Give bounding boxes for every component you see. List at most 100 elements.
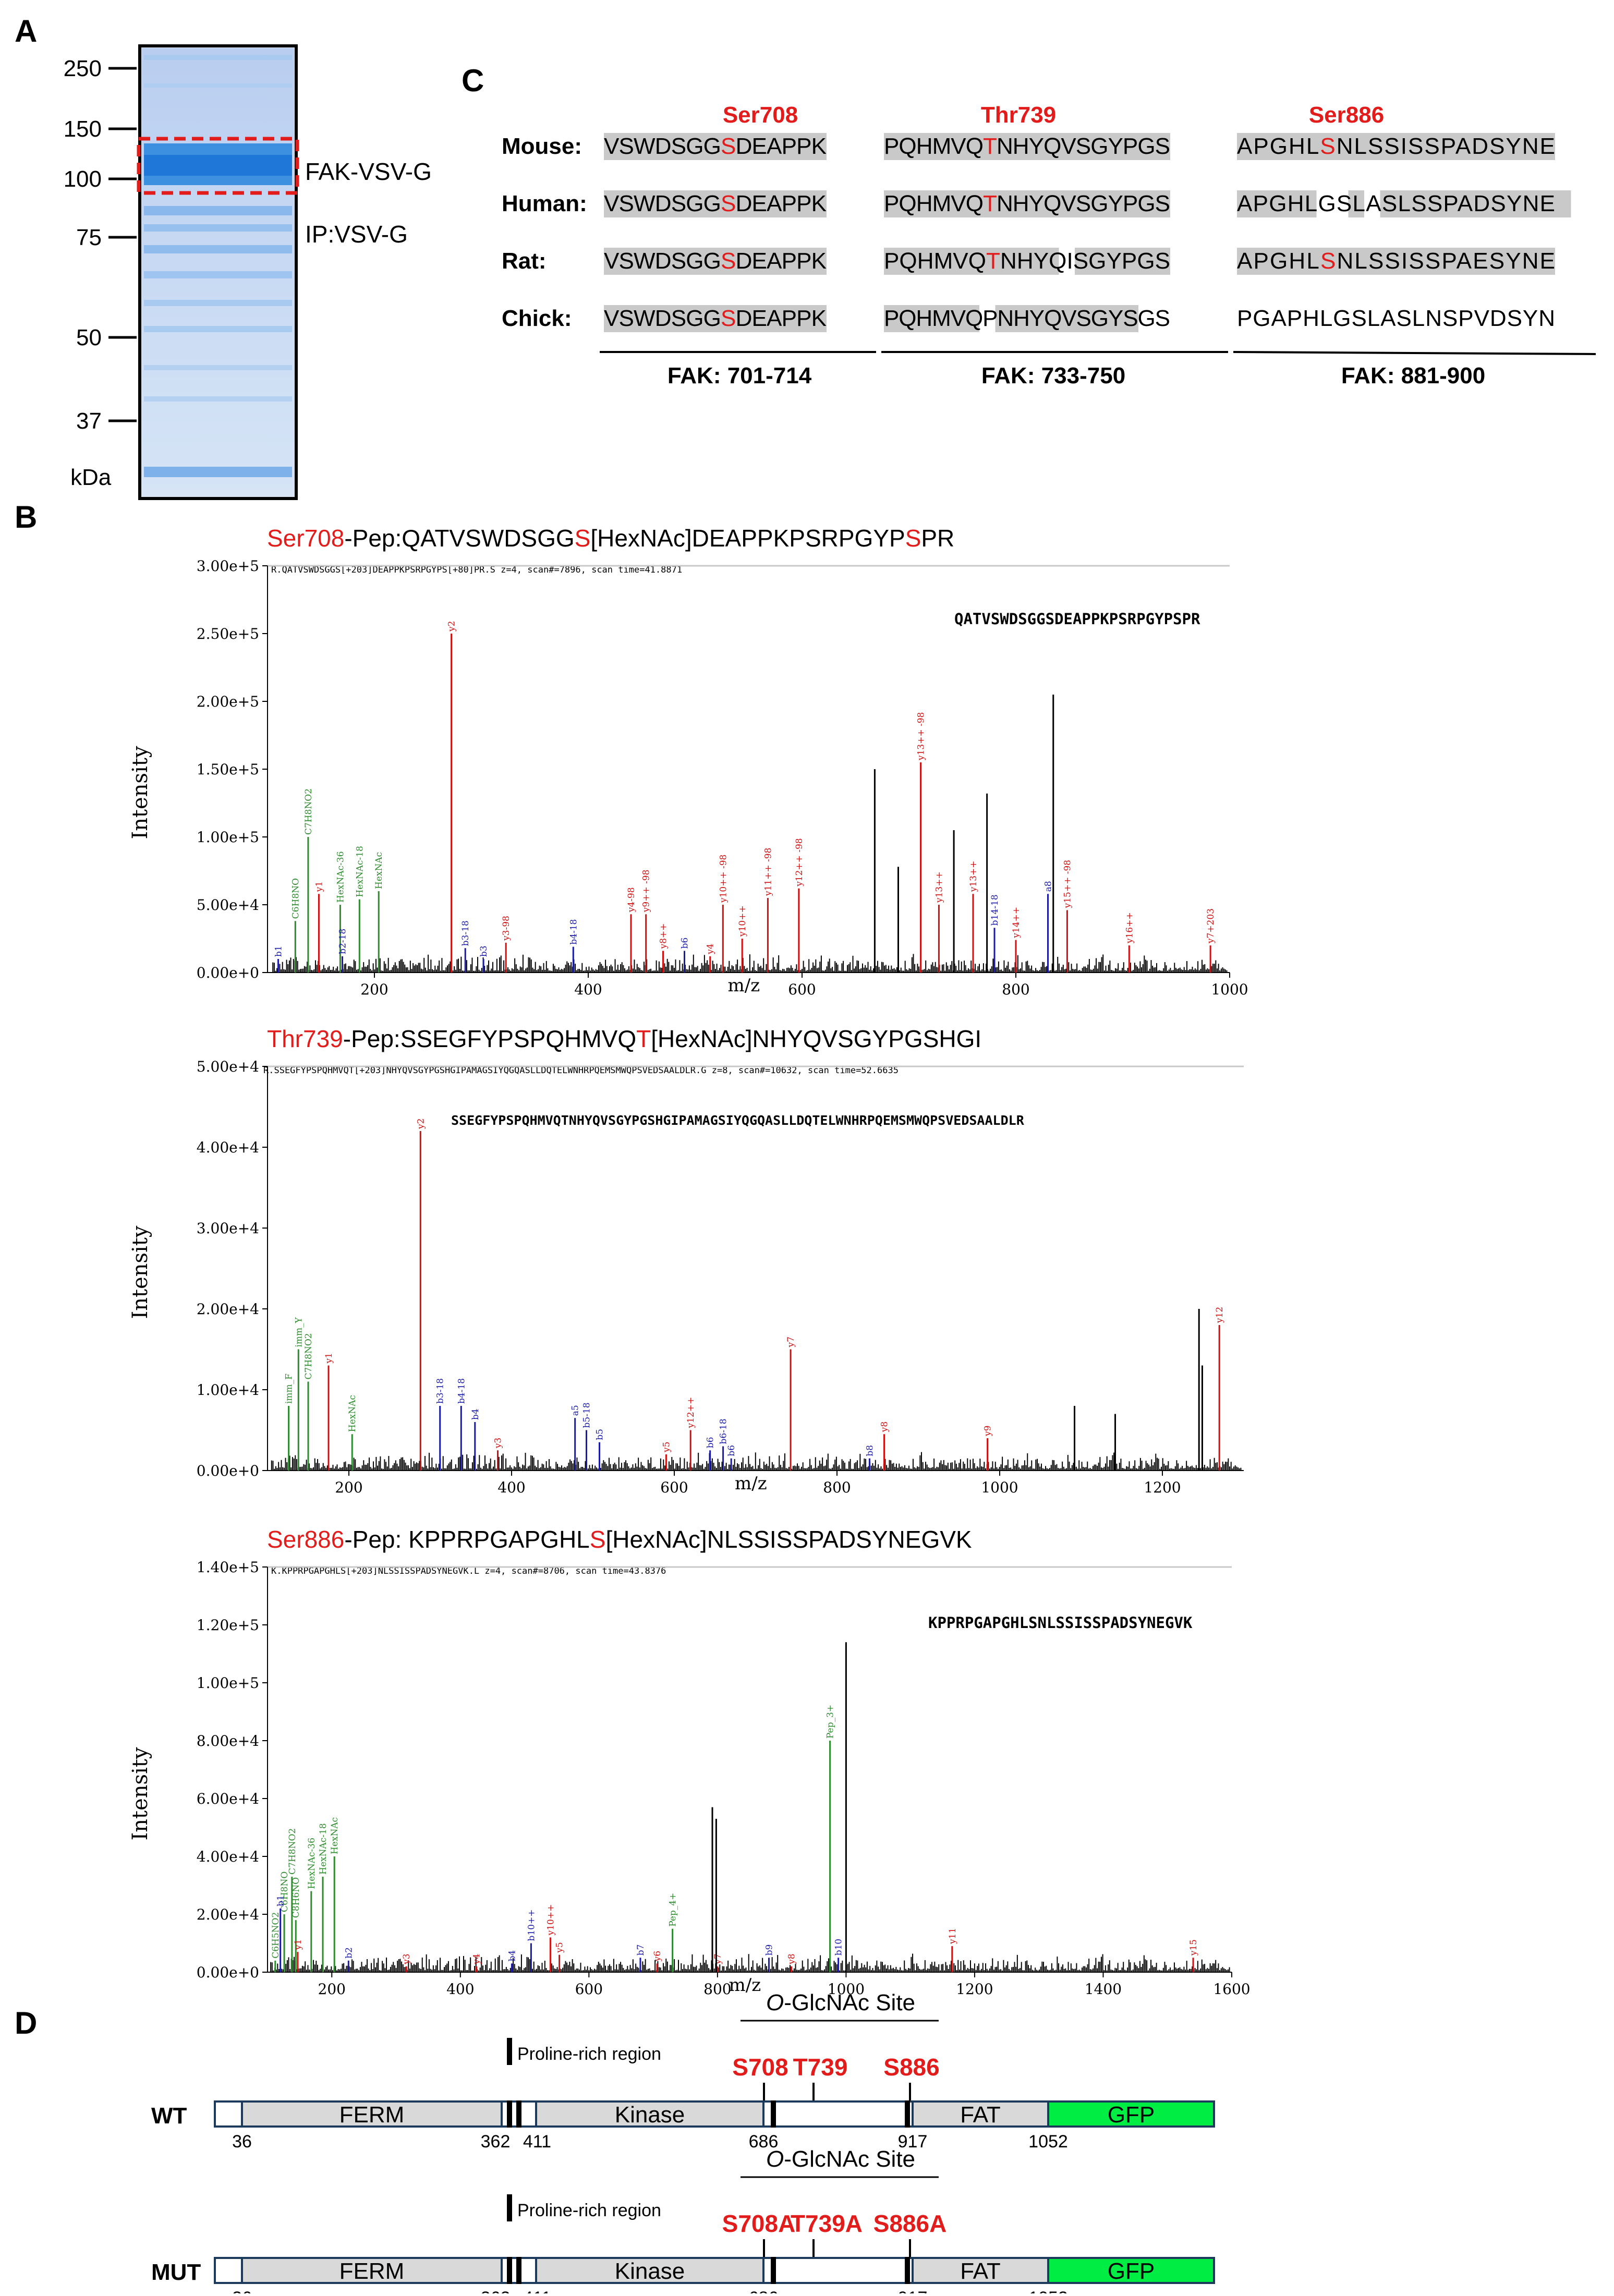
glcnac-site-label: O-GlcNAc Site <box>766 1990 915 2015</box>
panel-label-d: D <box>15 2006 37 2040</box>
x-tick-label: 800 <box>703 1981 731 1998</box>
domain-box <box>241 2100 503 2128</box>
peak-label: y12++ <box>686 1397 696 1429</box>
position-label: 411 <box>523 2132 551 2152</box>
range-brackets: FAK: 701-714 FAK: 733-750 FAK: 881-900 <box>600 351 1596 388</box>
spectrum-title: Thr739-Pep:SSEGFYPSPQHMVQT[HexNAc]NHYQVS… <box>267 1025 981 1052</box>
y-tick-label: 5.00e+4 <box>197 896 259 914</box>
peak-label: y7 <box>713 1953 723 1964</box>
x-tick-label: 1000 <box>1211 981 1248 998</box>
peak-label: y7+203 <box>1206 908 1216 944</box>
peak-label: b4 <box>507 1950 517 1962</box>
site-label: T739 <box>793 2054 848 2081</box>
sequence-segment: PGAPHLGSLASLNSPVDSYN <box>1237 306 1555 331</box>
peak-label: y11++ -98 <box>763 847 773 896</box>
range-701-714: FAK: 701-714 <box>668 363 812 388</box>
y-tick-label: 8.00e+4 <box>197 1732 259 1750</box>
sequence-segment: VSWDSGGSDEAPPK <box>604 306 827 331</box>
peak-label: b6 <box>706 1437 716 1449</box>
peak-label: y9++ -98 <box>641 869 652 913</box>
position-label: 1052 <box>1028 2132 1068 2152</box>
y-tick-label: 3.00e+4 <box>197 1220 259 1237</box>
spectrum-plot-ser708: 0.00e+0 5.00e+4 1.00e+5 1.50e+5 2.00e+5 2.50e… <box>197 557 1248 998</box>
proline-label: Proline-rich region <box>517 2044 661 2064</box>
x-axis-label: m/z <box>735 1473 767 1494</box>
x-tick-label: 1200 <box>1144 1479 1181 1496</box>
peak-label: C6H5NO2 <box>271 1912 281 1959</box>
domain-label: FAT <box>960 2102 1000 2128</box>
band-highlight-box <box>137 137 299 195</box>
x-tick-label: 400 <box>446 1981 474 1998</box>
marker-100: 100 <box>64 166 102 192</box>
y-tick-label: 1.00e+4 <box>197 1381 259 1399</box>
y-tick-label: 1.20e+5 <box>197 1617 259 1634</box>
peak-label: y13++ <box>934 871 944 903</box>
peak-label: b9 <box>764 1945 774 1956</box>
peak-label: y15++ -98 <box>1062 860 1073 909</box>
species-label: Chick: <box>502 306 572 331</box>
domain-box <box>535 2100 764 2128</box>
position-label: 686 <box>749 2288 779 2293</box>
peak-label: y4-98 <box>626 887 637 913</box>
site-label: S708 <box>732 2054 788 2081</box>
peak-label: C6H8NO <box>280 1872 290 1912</box>
domain-box <box>535 2257 764 2284</box>
site-label: S886 <box>883 2054 939 2081</box>
peak-label: b4-18 <box>456 1378 467 1404</box>
peak-label: y5 <box>555 1942 565 1953</box>
sequence-segment: APGHLSNLSSISSPADSYNE <box>1237 133 1555 159</box>
scan-header: R.QATVSWDSGGS[+203]DEAPPKPSRPGYPS[+80]PR… <box>271 565 682 575</box>
y-tick-label: 0.00e+0 <box>197 964 259 981</box>
spectrum-title: Ser708-Pep:QATVSWDSGGS[HexNAc]DEAPPKPSRP… <box>267 525 954 552</box>
domain-label: FERM <box>339 2102 405 2128</box>
y-tick-label: 1.40e+5 <box>197 1559 259 1576</box>
peak-label: y3 <box>493 1438 503 1449</box>
glcnac-site-label: O-GlcNAc Site <box>766 2146 915 2172</box>
panel-label-c: C <box>462 63 484 98</box>
site-header-thr739: Thr739 <box>981 102 1056 128</box>
sequence-segment: VSWDSGGSDEAPPK <box>604 191 827 216</box>
band-label: FAK-VSV-G <box>305 158 432 185</box>
peak-label: y9 <box>983 1426 993 1437</box>
domain-box <box>1047 2257 1215 2284</box>
y-tick-label: 2.00e+4 <box>197 1301 259 1318</box>
domain-label: FERM <box>339 2258 405 2284</box>
range-733-750: FAK: 733-750 <box>981 363 1125 388</box>
x-tick-label: 600 <box>575 1981 603 1998</box>
domain-label: Kinase <box>615 2102 685 2128</box>
peak-label: y2 <box>447 621 457 632</box>
peak-label: b3-18 <box>460 920 471 946</box>
peak-label: y12 <box>1215 1307 1225 1323</box>
sequence-segment: APGHLGSLASLSSPADSYNE <box>1237 191 1555 216</box>
peak-label: b3-18 <box>435 1378 446 1404</box>
peak-label: b6 <box>726 1445 737 1456</box>
y-tick-label: 3.00e+5 <box>197 557 259 575</box>
peak-label: b1 <box>274 945 284 957</box>
gel-image <box>137 44 299 500</box>
marker-37: 37 <box>76 408 102 434</box>
domain-box <box>912 2257 1049 2284</box>
panel-label-b: B <box>15 500 37 534</box>
x-axis-label: m/z <box>728 975 760 996</box>
position-label: 362 <box>481 2288 511 2293</box>
x-tick-label: 1400 <box>1085 1981 1122 1998</box>
peak-label: a8 <box>1043 881 1054 892</box>
peak-label: C6H8NO <box>290 878 301 919</box>
y-tick-label: 1.00e+5 <box>197 829 259 846</box>
peak-label: y3-98 <box>501 916 512 941</box>
site-label: T739A <box>791 2210 863 2237</box>
peak-label: b10++ <box>526 1909 537 1941</box>
domain-box <box>1047 2100 1215 2128</box>
peptide-map: KPPRPGAPGHLSNLSSISSPADSYNEGVK <box>928 1614 1193 1632</box>
peak-label: y10++ <box>545 1904 556 1936</box>
x-tick-label: 600 <box>788 981 816 998</box>
y-tick-label: 0.00e+0 <box>197 1964 259 1981</box>
peak-label: y2 <box>416 1119 426 1129</box>
peak-label: b6 <box>680 938 690 949</box>
position-label: 1052 <box>1028 2288 1068 2293</box>
peak-label: b5 <box>594 1429 605 1440</box>
peak-label: imm_Y <box>294 1317 304 1347</box>
peak-label: imm_F <box>284 1374 295 1404</box>
spectrum-title: Ser886-Pep: KPPRPGAPGHLS[HexNAc]NLSSISSP… <box>267 1526 972 1553</box>
y-tick-label: 0.00e+0 <box>197 1462 259 1479</box>
